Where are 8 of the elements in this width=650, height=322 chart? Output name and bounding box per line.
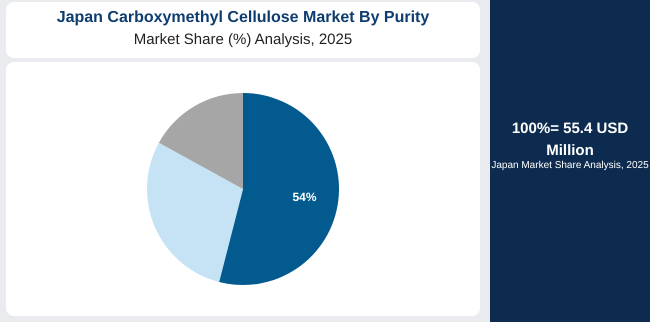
text: 100%= 55.4 USD Million	[512, 120, 628, 159]
pie-slice	[147, 142, 243, 282]
data-label: 54%	[292, 190, 317, 204]
pie-slice	[219, 93, 339, 285]
pie-slice	[158, 93, 243, 189]
chart-title: Japan Carboxymethyl Cellulose Market By Purity	[56, 9, 430, 27]
text: Japan Market Share Analysis, 2025	[490, 160, 650, 171]
chart-subtitle: Market Share (%) Analysis, 2025	[132, 31, 354, 48]
